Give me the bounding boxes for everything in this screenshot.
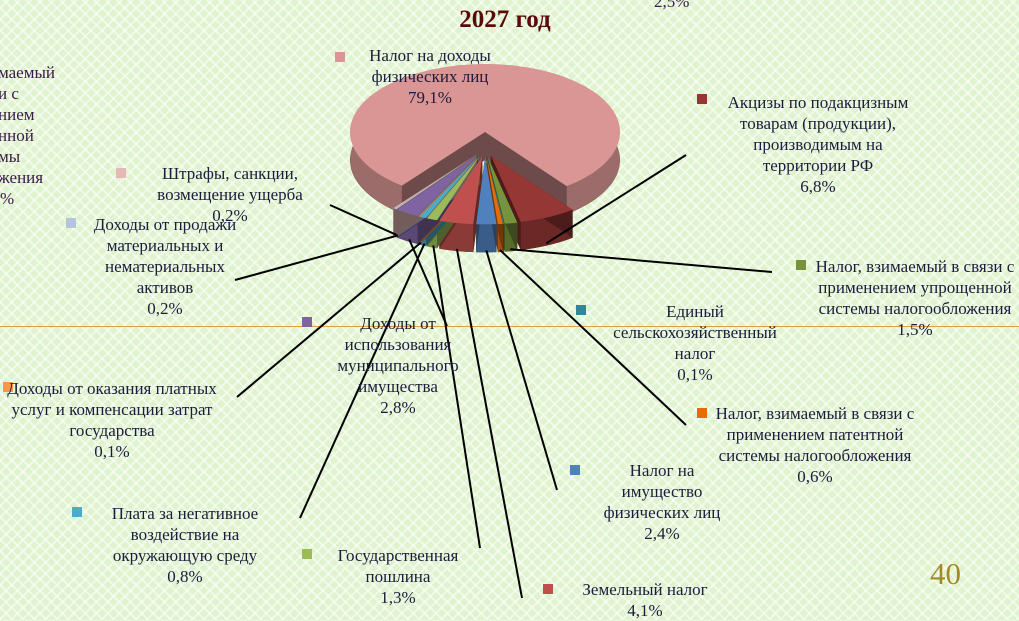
category-label: Доходы от продажи материальных и нематер…: [93, 215, 237, 297]
legend-swatch: [570, 465, 580, 475]
pie-slice: [426, 155, 481, 221]
leader-line: [545, 154, 687, 245]
page-number: 40: [930, 556, 961, 591]
leader-line: [329, 204, 397, 236]
category-label: Плата за негативное воздействие на окруж…: [111, 504, 259, 565]
leader-line: [455, 248, 523, 599]
clipped-text: и с: [0, 84, 19, 103]
pie-slice: [476, 156, 497, 225]
pie-slice: [419, 155, 480, 219]
clipped-text: нной: [0, 126, 34, 145]
pie-slice: [393, 154, 477, 209]
value-label: 2,8%: [380, 398, 416, 417]
leader-line: [299, 243, 426, 519]
value-label: 1,5%: [897, 320, 933, 339]
category-label: Единый сельскохозяйственный налог: [613, 302, 777, 363]
slice-side: [476, 224, 497, 253]
slice-label: Доходы от продажи материальных и нематер…: [85, 214, 245, 319]
legend-swatch: [72, 507, 82, 517]
value-label: 0,8%: [167, 567, 203, 586]
clipped-text: %: [0, 189, 15, 208]
clipped-text: нием: [0, 105, 35, 124]
slice-label: Земельный налог 4,1%: [560, 579, 730, 621]
slice-side: [350, 64, 620, 215]
slice-label: Доходы от использования муниципального и…: [318, 313, 478, 418]
category-label: Доходы от использования муниципального и…: [337, 314, 459, 396]
value-label: 0,1%: [94, 442, 130, 461]
category-label: Налог, взимаемый в связи с применением п…: [715, 404, 915, 465]
leader-line: [432, 245, 481, 549]
category-label: Земельный налог: [582, 580, 708, 599]
clipped-text: мы: [0, 147, 21, 166]
clipped-text: маемый: [0, 63, 56, 82]
leader-line: [510, 248, 773, 273]
legend-swatch: [335, 52, 345, 62]
legend-swatch: [697, 408, 707, 418]
value-label: 1,3%: [380, 588, 416, 607]
slice-label: Налог, взимаемый в связи с применением у…: [815, 256, 1015, 340]
slice-label: Налог на доходы физических лиц 79,1%: [340, 45, 520, 108]
category-label: Штрафы, санкции, возмещение ущерба: [157, 164, 303, 204]
category-label: Налог на имущество физических лиц: [603, 461, 721, 522]
pie-slice: [490, 155, 573, 222]
leader-line: [236, 241, 422, 398]
slice-label: Плата за негативное воздействие на окруж…: [85, 503, 285, 587]
value-label: 2,4%: [644, 524, 680, 543]
legend-swatch: [3, 382, 13, 392]
slice-label: Налог на имущество физических лиц 2,4%: [597, 460, 727, 544]
legend-swatch: [302, 317, 312, 327]
pie-slice: [397, 155, 478, 217]
category-label: Налог на доходы физических лиц: [369, 46, 491, 86]
category-label: Акцизы по подакцизным товарам (продукции…: [727, 93, 909, 175]
slice-label: Единый сельскохозяйственный налог 0,1%: [600, 301, 790, 385]
legend-swatch: [116, 168, 126, 178]
leader-line: [408, 238, 448, 327]
category-label: Налог, взимаемый в связи с применением у…: [815, 257, 1015, 318]
leader-line: [499, 249, 687, 426]
legend-swatch: [66, 218, 76, 228]
legend-swatch: [302, 549, 312, 559]
slice-label: Штрафы, санкции, возмещение ущерба 0,2%: [120, 163, 340, 226]
value-label: 6,8%: [800, 177, 836, 196]
value-label: 4,1%: [627, 601, 663, 620]
value-label: 79,1%: [408, 88, 452, 107]
slice-label: Доходы от оказания платных услуг и компе…: [2, 378, 222, 462]
legend-swatch: [796, 260, 806, 270]
pie-slice: [418, 155, 479, 217]
pie-slice: [486, 156, 505, 224]
value-label: 0,2%: [212, 206, 248, 225]
pie-slice: [394, 154, 477, 210]
pie-slice: [439, 156, 483, 225]
pie-slice: [486, 156, 503, 225]
value-label: 0,2%: [147, 299, 183, 318]
legend-swatch: [576, 305, 586, 315]
value-label: 0,6%: [797, 467, 833, 486]
category-label: Государственная пошлина: [337, 546, 459, 586]
slice-label: Акцизы по подакцизным товарам (продукции…: [718, 92, 918, 197]
legend-swatch: [697, 94, 707, 104]
pie-slice: [350, 64, 620, 187]
leader-line: [485, 250, 558, 491]
category-label: Доходы от оказания платных услуг и компе…: [7, 379, 217, 440]
clipped-text: 2,5%: [654, 0, 690, 11]
slice-label: Налог, взимаемый в связи с применением п…: [715, 403, 915, 487]
pie-slice: [487, 156, 518, 224]
slice-label: Государственная пошлина 1,3%: [318, 545, 478, 608]
value-label: 0,1%: [677, 365, 713, 384]
leader-line: [234, 234, 399, 281]
chart-title: 2027 год: [459, 6, 551, 33]
clipped-text: жения: [0, 168, 44, 187]
legend-swatch: [543, 584, 553, 594]
